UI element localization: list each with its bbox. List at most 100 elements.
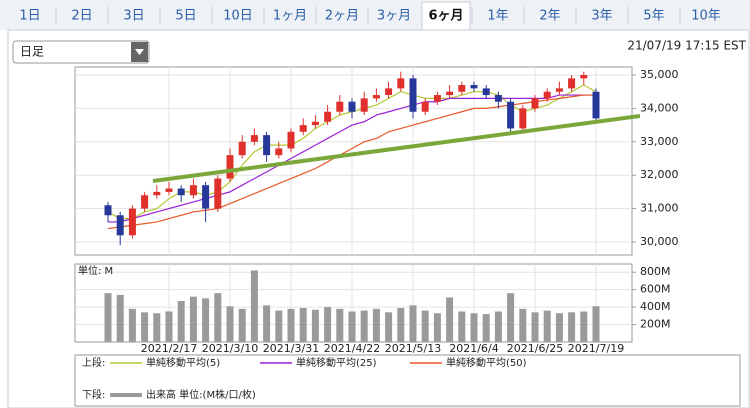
y-tick-label: 34,000	[640, 101, 679, 114]
candle-body	[311, 121, 319, 126]
volume-bar	[202, 298, 210, 342]
dropdown-arrow	[135, 49, 144, 55]
volume-bar	[568, 312, 576, 342]
x-tick-label: 2021/7/19	[568, 342, 624, 355]
y-tick-label: 31,000	[640, 202, 679, 215]
tab[interactable]: 10日	[223, 9, 253, 24]
candle-body	[446, 91, 454, 96]
candle-body	[580, 75, 588, 79]
candle-body	[214, 178, 222, 209]
tab[interactable]: 1ヶ月	[273, 9, 307, 24]
volume-bar	[372, 308, 380, 342]
tab[interactable]: 2日	[71, 9, 92, 24]
volume-bar	[104, 293, 112, 342]
tab[interactable]: 3日	[123, 9, 144, 24]
dropdown[interactable]	[12, 40, 150, 64]
x-tick-label: 2021/3/10	[202, 342, 258, 355]
volume-bar	[177, 300, 185, 342]
volume-bar	[482, 314, 490, 342]
volume-bar	[421, 310, 429, 342]
volume-bar	[311, 309, 319, 342]
candle-body	[531, 98, 539, 109]
candle-body	[507, 101, 515, 129]
tab[interactable]: 1日	[19, 9, 40, 24]
volume-bar	[287, 308, 295, 342]
candle-body	[348, 101, 356, 112]
volume-bar	[141, 312, 149, 342]
volume-bar	[555, 313, 563, 342]
x-tick-label: 2021/5/13	[385, 342, 441, 355]
tab[interactable]: 2年	[539, 9, 560, 24]
volume-bar	[336, 308, 344, 342]
candle-body	[275, 148, 283, 156]
volume-bar	[507, 293, 515, 342]
volume-bar	[543, 310, 551, 342]
x-tick-label: 2021/3/31	[263, 342, 319, 355]
candle-body	[568, 78, 576, 89]
tab[interactable]: 6ヶ月	[428, 9, 463, 24]
tab[interactable]: 1年	[487, 9, 508, 24]
volume-bar	[214, 293, 222, 342]
volume-bar	[360, 310, 368, 342]
candle-body	[433, 95, 441, 102]
legend-entry: 単純移動平均(50)	[446, 356, 527, 369]
volume-bar	[385, 312, 393, 342]
legend-entry: 単純移動平均(25)	[296, 356, 377, 369]
tab[interactable]: 2ヶ月	[325, 9, 359, 24]
y-tick-label: 200M	[640, 318, 671, 331]
candle-body	[263, 135, 271, 156]
candle-body	[458, 85, 466, 92]
candle-body	[299, 125, 307, 132]
legend-box	[74, 354, 741, 407]
volume-bar	[263, 305, 271, 342]
tab-bar	[0, 0, 750, 30]
volume-bar	[275, 310, 283, 342]
volume-bar	[592, 306, 600, 342]
candle-body	[177, 188, 185, 196]
tab[interactable]: 3年	[591, 9, 612, 24]
volume-bar	[226, 306, 234, 342]
candle-body	[482, 88, 490, 96]
x-tick-label: 2021/6/25	[507, 342, 563, 355]
x-tick-label: 2021/4/22	[324, 342, 380, 355]
candle-body	[519, 108, 527, 129]
candle-body	[189, 185, 197, 196]
x-tick-label: 2021/6/4	[449, 342, 498, 355]
volume-bar	[446, 297, 454, 342]
tab[interactable]: 3ヶ月	[377, 9, 411, 24]
candle-body	[226, 155, 234, 179]
tab[interactable]: 10年	[691, 9, 721, 24]
tab[interactable]: 5年	[643, 9, 664, 24]
legend-entry: 単純移動平均(5)	[146, 356, 220, 369]
volume-bar	[470, 313, 478, 342]
candle-body	[165, 188, 173, 192]
candle-body	[397, 78, 405, 89]
tab[interactable]: 5日	[175, 9, 196, 24]
volume-bar	[519, 308, 527, 342]
candle-body	[592, 91, 600, 119]
candle-body	[336, 101, 344, 112]
candle-body	[409, 78, 417, 112]
y-tick-label: 800M	[640, 265, 671, 278]
volume-bar	[458, 311, 466, 342]
x-tick-label: 2021/2/17	[141, 342, 197, 355]
volume-unit-label: 単位: M	[78, 264, 113, 277]
moving-average-line	[108, 94, 596, 223]
candle-body	[543, 91, 551, 99]
y-tick-label: 32,000	[640, 168, 679, 181]
volume-bar	[580, 311, 588, 342]
volume-bar	[299, 307, 307, 342]
candle-body	[360, 98, 368, 112]
y-tick-label: 33,000	[640, 135, 679, 148]
candle-body	[250, 135, 258, 142]
y-tick-label: 30,000	[640, 235, 679, 248]
candle-body	[494, 95, 502, 102]
candle-body	[324, 111, 332, 122]
legend-section-label: 下段:	[82, 388, 105, 401]
volume-bar	[238, 308, 246, 342]
candle-body	[470, 85, 478, 89]
volume-bar	[409, 305, 417, 342]
candle-body	[153, 191, 161, 196]
moving-average-line	[107, 94, 596, 230]
